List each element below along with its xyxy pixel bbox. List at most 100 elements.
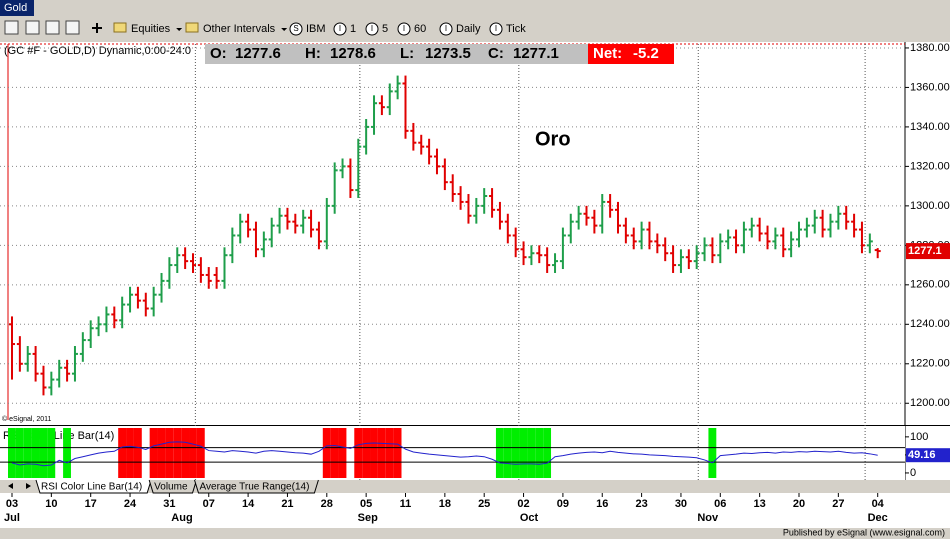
- rsi-zone: [47, 428, 56, 478]
- window-title: Gold: [4, 2, 27, 14]
- copyright: © eSignal, 2011: [2, 415, 52, 423]
- button-icon[interactable]: [365, 22, 379, 36]
- menu-arrow[interactable]: [281, 28, 288, 31]
- add-icon[interactable]: [92, 23, 102, 33]
- x-tick-label: 05: [360, 498, 372, 510]
- rsi-zone: [149, 428, 158, 478]
- x-tick-label: 21: [281, 498, 293, 510]
- rsi-zone: [181, 428, 190, 478]
- quote-label: C:: [488, 45, 504, 62]
- month-label: Oct: [520, 512, 539, 524]
- tab[interactable]: [148, 479, 197, 494]
- nav-right[interactable]: [26, 483, 31, 489]
- title-tab[interactable]: [0, 0, 34, 16]
- quote-value: 1273.5: [425, 45, 471, 62]
- tab-label[interactable]: Volume: [154, 482, 188, 493]
- month-label: Sep: [358, 512, 378, 524]
- menu-arrow[interactable]: [176, 28, 183, 31]
- rsi-tick-label: 0: [910, 467, 916, 479]
- chart-title: (GC #F - GOLD,D) Dynamic,0:00-24:0: [4, 45, 191, 57]
- button-icon[interactable]: [289, 22, 303, 36]
- y-tick-label: 1340.00: [910, 121, 950, 133]
- rsi-zone: [196, 428, 205, 478]
- month-label: Dec: [868, 512, 888, 524]
- nav-left[interactable]: [8, 483, 13, 489]
- net-value: -5.2: [633, 45, 659, 62]
- button-icon[interactable]: [333, 22, 347, 36]
- button-icon[interactable]: [489, 22, 503, 36]
- rsi-zone: [126, 428, 134, 478]
- rsi-zone: [511, 428, 520, 478]
- button-icon-letter[interactable]: I: [371, 24, 373, 33]
- button-label[interactable]: 60: [414, 23, 426, 35]
- button-label[interactable]: 5: [382, 23, 388, 35]
- button-label[interactable]: 1: [350, 23, 356, 35]
- footer: Published by eSignal (www.esignal.com): [783, 527, 945, 537]
- rsi-zone: [393, 428, 402, 478]
- quote-label: H:: [305, 45, 321, 62]
- button-icon-letter[interactable]: I: [403, 24, 405, 33]
- x-tick-label: 24: [124, 498, 137, 510]
- rsi-zone: [118, 428, 127, 478]
- button-label[interactable]: IBM: [306, 23, 326, 35]
- menu-label[interactable]: Equities: [131, 23, 171, 35]
- toolbar-icon[interactable]: [45, 20, 60, 35]
- rsi-zone: [362, 428, 371, 478]
- y-tick-label: 1360.00: [910, 81, 950, 93]
- x-tick-label: 31: [163, 498, 175, 510]
- x-tick-label: 20: [793, 498, 805, 510]
- x-tick-label: 16: [596, 498, 608, 510]
- price-tag: [906, 243, 950, 260]
- menu-label[interactable]: Other Intervals: [203, 23, 276, 35]
- button-label[interactable]: Daily: [456, 23, 481, 35]
- button-icon-letter[interactable]: S: [293, 24, 298, 33]
- toolbar-icon[interactable]: [25, 20, 40, 35]
- rsi-zone: [157, 428, 166, 478]
- button-icon-letter[interactable]: I: [339, 24, 341, 33]
- rsi-zone: [543, 428, 552, 478]
- button-icon[interactable]: [439, 22, 453, 36]
- folder-icon[interactable]: [185, 22, 199, 33]
- x-tick-label: 17: [85, 498, 97, 510]
- rsi-line: [11, 441, 878, 467]
- quote-label: O:: [210, 45, 227, 62]
- x-tick-label: 28: [321, 498, 333, 510]
- y-tick-label: 1200.00: [910, 397, 950, 409]
- quote-value: 1278.6: [330, 45, 376, 62]
- x-axis-area: [0, 493, 950, 528]
- rsi-zone: [31, 428, 40, 478]
- rsi-zone: [8, 428, 16, 478]
- month-label: Jul: [4, 512, 20, 524]
- rsi-zone: [330, 428, 339, 478]
- tab[interactable]: [35, 479, 152, 494]
- x-tick-label: 27: [832, 498, 844, 510]
- rsi-zone: [354, 428, 363, 478]
- button-icon-letter[interactable]: I: [445, 24, 447, 33]
- price-pane: [0, 42, 905, 425]
- quote-label: L:: [400, 45, 414, 62]
- y-tick-label: 1300.00: [910, 200, 950, 212]
- rsi-zone: [189, 428, 197, 478]
- tab[interactable]: [194, 479, 319, 494]
- y-tick-label: 1240.00: [910, 318, 950, 330]
- tab-label[interactable]: Average True Range(14): [200, 482, 310, 493]
- x-tick-label: 30: [675, 498, 687, 510]
- button-icon-letter[interactable]: I: [495, 24, 497, 33]
- rsi-zone: [370, 428, 378, 478]
- y-tick-label: 1320.00: [910, 160, 950, 172]
- rsi-tag-value: 49.16: [908, 449, 936, 461]
- folder-icon[interactable]: [113, 22, 127, 33]
- x-tick-label: 23: [635, 498, 647, 510]
- x-tick-label: 09: [557, 498, 569, 510]
- rsi-zone: [23, 428, 32, 478]
- toolbar-icon[interactable]: [65, 20, 80, 35]
- rsi-zone: [708, 428, 717, 478]
- net-label: Net:: [593, 45, 622, 62]
- rsi-zone: [527, 428, 536, 478]
- tab-label[interactable]: RSI Color Line Bar(14): [41, 482, 142, 493]
- button-label[interactable]: Tick: [506, 23, 526, 35]
- toolbar-icon[interactable]: [4, 20, 19, 35]
- button-icon[interactable]: [397, 22, 411, 36]
- rsi-zone: [63, 428, 71, 478]
